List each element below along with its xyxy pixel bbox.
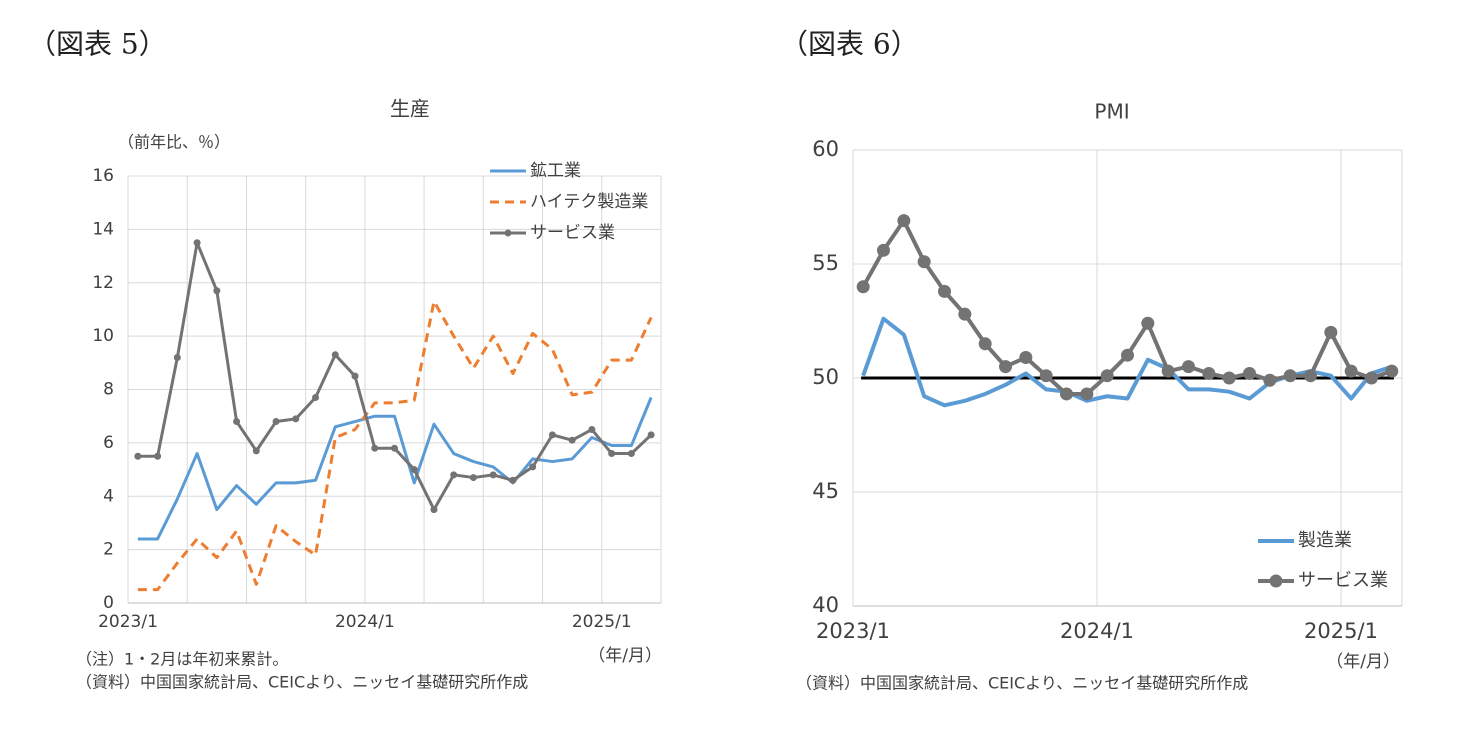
y-tick-label: 12 [92,273,114,293]
marker [173,353,181,361]
marker [509,476,517,484]
y-tick-label: 60 [812,137,839,161]
note: （資料）中国国家統計局、CEICより、ニッセイ基礎研究所作成 [76,673,528,692]
x-tick-label: 2023/1 [816,619,890,643]
y-tick-label: 16 [92,166,114,186]
y-tick-label: 40 [812,593,839,617]
marker [568,436,576,444]
marker [469,474,477,482]
marker [1385,364,1399,378]
marker [193,239,201,247]
marker [897,214,911,228]
marker [938,284,951,298]
x-axis-label: （年/月） [1326,652,1400,672]
figure-label: （図表 5） [28,28,167,61]
legend-label: 鉱工業 [530,161,581,181]
legend-label: サービス業 [1298,570,1388,591]
chart-title: PMI [1094,100,1129,124]
x-tick-label: 2025/1 [572,612,632,632]
series-line [137,299,653,592]
marker [351,372,359,380]
marker [312,394,320,402]
chart-title: 生産 [390,97,430,121]
legend-marker [1269,574,1283,588]
marker [978,337,992,351]
legend-label: 製造業 [1298,530,1352,551]
marker [154,452,162,460]
marker [272,418,280,426]
y-tick-label: 0 [103,593,114,613]
marker [529,463,537,471]
x-tick-label: 2025/1 [1304,619,1378,643]
y-axis-label: （前年比、％） [118,133,230,152]
marker [1304,369,1317,383]
marker [1019,350,1033,364]
marker [1161,364,1175,378]
legend-label: サービス業 [530,223,615,243]
marker [410,466,418,474]
y-tick-label: 14 [92,219,114,239]
marker [1141,316,1155,330]
y-tick-label: 45 [812,479,839,503]
marker [292,415,300,423]
marker [1283,369,1297,383]
x-axis-label: （年/月） [588,646,662,666]
legend-label: ハイテク製造業 [530,192,648,212]
x-tick-label: 2024/1 [1060,619,1134,643]
x-tick-label: 2023/1 [98,612,158,632]
marker [1080,387,1094,401]
marker [1100,369,1114,383]
marker [856,280,870,294]
marker [1182,360,1195,374]
marker [450,471,458,479]
marker [1121,348,1134,362]
y-tick-label: 4 [103,486,114,506]
marker [627,450,635,458]
marker [1060,387,1073,401]
figure-label: （図表 6） [780,28,919,61]
marker [1222,371,1236,385]
marker [430,506,438,514]
marker [1324,325,1338,339]
y-tick-label: 50 [812,365,839,389]
marker [548,431,556,439]
marker [917,255,931,269]
note: （注）1・2月は年初来累計。 [76,650,288,669]
y-tick-label: 8 [103,380,114,400]
marker [1263,373,1277,387]
series-line [137,396,653,541]
series-line [861,316,1393,408]
marker [588,426,596,434]
marker [647,431,655,439]
marker [608,450,616,458]
marker [331,351,339,359]
marker [233,418,241,426]
x-tick-label: 2024/1 [335,612,395,632]
marker [489,471,497,479]
marker [371,444,379,452]
marker [134,452,142,460]
marker [1365,371,1378,385]
marker [958,307,972,321]
marker [1243,366,1256,380]
marker [391,444,398,452]
series-line [861,218,1393,396]
legend-marker [504,229,512,237]
marker [877,243,890,257]
marker [1344,364,1358,378]
marker [213,287,221,295]
marker [1039,369,1053,383]
marker [252,447,260,455]
y-tick-label: 55 [812,251,839,275]
marker [1202,366,1216,380]
y-tick-label: 6 [103,433,114,453]
y-tick-label: 10 [92,326,114,346]
y-tick-label: 2 [103,540,114,560]
note: （資料）中国国家統計局、CEICより、ニッセイ基礎研究所作成 [796,674,1248,693]
marker [999,360,1012,374]
